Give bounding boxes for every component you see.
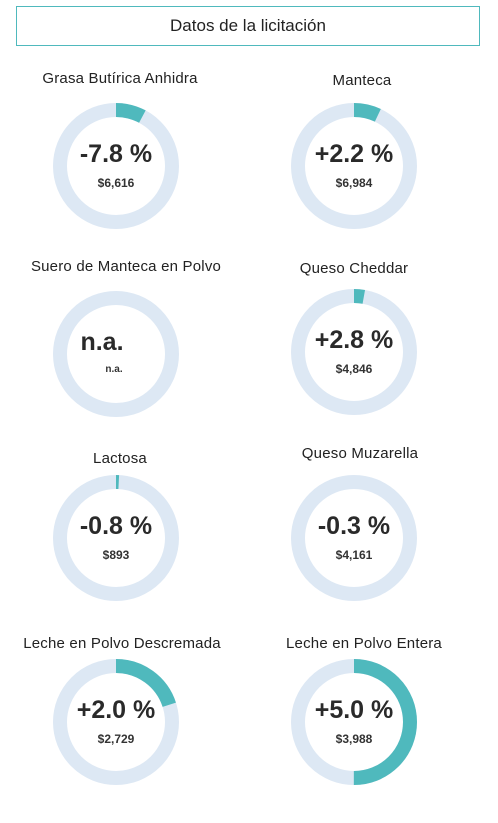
card-title: Suero de Manteca en Polvo	[30, 258, 222, 275]
price-value: $3,988	[335, 732, 373, 746]
change-percent: -0.8 %	[79, 512, 153, 540]
card-title: Lactosa	[93, 450, 147, 467]
page-header: Datos de la licitación	[16, 6, 480, 46]
change-percent: +2.2 %	[314, 140, 394, 168]
change-percent: +5.0 %	[314, 696, 394, 724]
product-card-queso-muzarella: Queso Muzarella -0.3 % $4,161	[240, 445, 480, 633]
price-value: $2,729	[97, 732, 135, 746]
donut-gauge: +2.8 % $4,846	[290, 288, 418, 416]
product-card-leche-entera: Leche en Polvo Entera +5.0 % $3,988	[244, 635, 484, 823]
change-percent: +2.0 %	[76, 696, 156, 724]
price-value: $4,161	[335, 548, 373, 562]
gauge-progress	[53, 103, 179, 229]
donut-gauge: n.a. n.a.	[52, 290, 180, 418]
price-value: $4,846	[335, 362, 373, 376]
donut-gauge: +2.0 % $2,729	[52, 658, 180, 786]
price-value: $6,616	[97, 176, 135, 190]
product-card-grasa-butirica: Grasa Butírica Anhidra -7.8 % $6,616	[0, 70, 240, 258]
card-title: Queso Cheddar	[299, 260, 409, 277]
donut-gauge: +2.2 % $6,984	[290, 102, 418, 230]
gauge-track	[291, 475, 417, 601]
donut-gauge: -7.8 % $6,616	[52, 102, 180, 230]
price-value: $6,984	[335, 176, 373, 190]
card-title: Leche en Polvo Entera	[286, 635, 442, 652]
product-card-manteca: Manteca +2.2 % $6,984	[242, 72, 482, 260]
gauge-track	[53, 291, 179, 417]
page-title: Datos de la licitación	[170, 16, 326, 35]
gauge-progress	[53, 475, 179, 601]
card-title: Queso Muzarella	[301, 445, 419, 462]
change-percent: -0.3 %	[317, 512, 391, 540]
card-title: Leche en Polvo Descremada	[23, 635, 221, 652]
gauge-progress	[291, 659, 417, 785]
change-percent: +2.8 %	[314, 326, 394, 354]
card-title: Grasa Butírica Anhidra	[42, 70, 198, 87]
product-card-queso-cheddar: Queso Cheddar +2.8 % $4,846	[234, 260, 474, 448]
card-title: Manteca	[332, 72, 392, 89]
donut-gauge: -0.8 % $893	[52, 474, 180, 602]
price-value: $893	[102, 548, 130, 562]
product-card-suero-manteca: Suero de Manteca en Polvo n.a. n.a.	[6, 258, 246, 446]
product-card-lactosa: Lactosa -0.8 % $893	[0, 450, 240, 638]
change-percent: n.a.	[80, 328, 124, 356]
donut-gauge: -0.3 % $4,161	[290, 474, 418, 602]
donut-gauge: +5.0 % $3,988	[290, 658, 418, 786]
product-card-leche-descremada: Leche en Polvo Descremada +2.0 % $2,729	[2, 635, 242, 823]
price-value: n.a.	[105, 364, 123, 375]
gauge-progress	[53, 659, 179, 785]
gauge-progress	[291, 289, 417, 415]
gauge-track	[291, 103, 417, 229]
change-percent: -7.8 %	[79, 140, 153, 168]
